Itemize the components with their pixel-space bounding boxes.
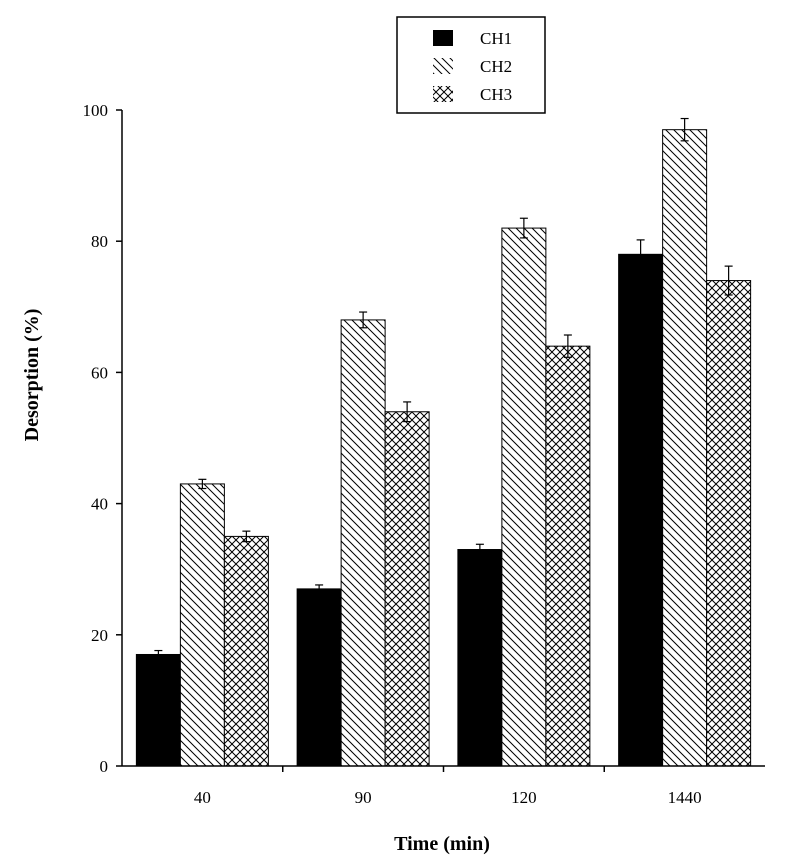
bar-ch2-40 [179, 483, 225, 767]
error-bar-ch2-40 [198, 478, 207, 490]
error-bar-ch3-90 [403, 401, 412, 423]
bar-ch3-90 [384, 411, 430, 767]
bar-ch1-40 [135, 653, 181, 767]
y-tick-label: 100 [83, 101, 109, 120]
bar-ch3-1440 [706, 280, 752, 767]
legend-swatch [433, 58, 453, 74]
bar-ch2-120 [501, 227, 547, 767]
y-tick-label: 0 [100, 757, 109, 776]
error-bar-ch3-40 [242, 530, 251, 543]
bar-ch3-120 [545, 345, 591, 767]
error-bar-ch1-90 [315, 584, 324, 594]
error-bar-ch1-120 [475, 543, 484, 556]
legend-box [396, 16, 546, 114]
y-tick-label: 40 [91, 495, 108, 514]
x-tick-label: 40 [194, 788, 211, 807]
bar-ch3-40 [223, 535, 269, 767]
y-axis-title: Desorption (%) [21, 309, 43, 442]
error-bar-ch2-1440 [680, 117, 689, 142]
y-tick-label: 20 [91, 626, 108, 645]
legend-swatch [433, 86, 453, 102]
bar-ch2-90 [340, 319, 386, 767]
legend-label: CH1 [480, 29, 512, 48]
legend-label: CH3 [480, 85, 512, 104]
legend-item-ch3: CH3 [433, 85, 512, 104]
error-bars-layer [154, 117, 733, 660]
x-ticks: 40 90 120 1440 [194, 766, 702, 807]
x-tick-label: 120 [511, 788, 537, 807]
error-bar-ch2-120 [519, 217, 528, 239]
error-bar-ch2-90 [359, 311, 368, 329]
y-tick-label: 60 [91, 363, 108, 382]
error-bar-ch3-1440 [724, 265, 733, 296]
bars-layer [135, 129, 752, 767]
legend-swatch [433, 30, 453, 46]
y-ticks: 0 20 40 60 80 100 [83, 101, 122, 776]
error-bar-ch1-1440 [636, 239, 645, 270]
error-bar-ch3-120 [563, 334, 572, 358]
x-tick-label: 1440 [668, 788, 702, 807]
bar-ch1-1440 [618, 253, 664, 767]
legend: CH1 CH2 CH3 [396, 16, 546, 114]
bar-ch1-120 [457, 549, 503, 767]
error-bar-ch1-40 [154, 649, 163, 660]
x-axis-title: Time (min) [394, 833, 490, 855]
legend-label: CH2 [480, 57, 512, 76]
y-tick-label: 80 [91, 232, 108, 251]
x-tick-label: 90 [355, 788, 372, 807]
bar-ch1-90 [296, 588, 342, 767]
legend-item-ch1: CH1 [433, 29, 512, 48]
legend-item-ch2: CH2 [433, 57, 512, 76]
bar-ch2-1440 [662, 129, 708, 767]
